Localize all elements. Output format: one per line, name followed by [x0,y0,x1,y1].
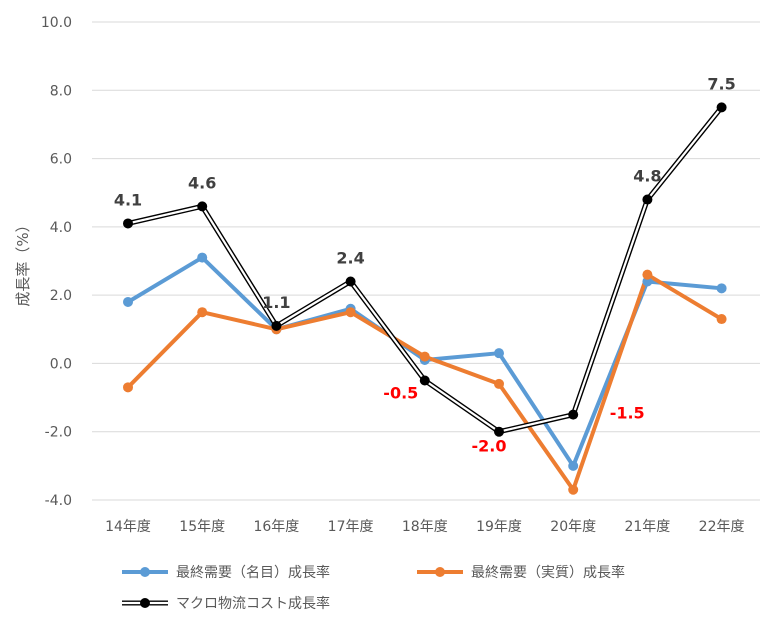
data-label: -1.5 [610,404,645,423]
legend-marker [435,567,445,577]
x-tick-label: 19年度 [476,519,522,535]
legend-marker [140,598,150,608]
data-point [345,307,356,318]
data-point [642,269,653,280]
data-label: 4.6 [188,173,216,192]
legend-marker [140,567,150,577]
y-axis-label: 成長率（%） [14,217,32,306]
x-tick-label: 14年度 [105,519,151,535]
data-label: 2.4 [336,248,364,267]
data-point [197,307,208,318]
data-point [642,194,653,205]
data-labels: 4.1 4.6 1.1 2.4 -0.5 -2.0 -1.5 4.8 7.5 [114,74,736,455]
y-tick-label: 4.0 [50,220,72,236]
y-axis-ticks: 10.0 8.0 6.0 4.0 2.0 0.0 -2.0 -4.0 [41,15,72,509]
data-point [123,296,133,307]
x-tick-label: 16年度 [253,519,299,535]
data-label: -0.5 [383,384,418,403]
data-label: 1.1 [262,293,290,312]
data-label: 4.1 [114,190,142,209]
y-tick-label: 6.0 [50,152,72,168]
data-point [716,314,727,325]
data-point [271,320,282,331]
data-point [197,252,208,263]
series-lines [126,105,724,492]
legend-label: 最終需要（実質）成長率 [471,564,625,581]
data-point [716,283,727,294]
data-point [568,484,579,495]
data-point [494,426,504,437]
x-tick-label: 15年度 [179,519,225,535]
data-point [123,382,133,393]
y-tick-label: 8.0 [50,83,72,99]
x-axis-ticks: 14年度 15年度 16年度 17年度 18年度 19年度 20年度 21年度 22年度 [105,519,744,535]
data-label: 7.5 [707,74,735,93]
x-tick-label: 20年度 [550,519,596,535]
legend-label: マクロ物流コスト成長率 [176,595,330,612]
series-points [123,102,727,495]
x-tick-label: 18年度 [402,519,448,535]
gridlines [92,21,760,501]
x-tick-label: 21年度 [624,519,670,535]
data-point [568,460,579,471]
x-tick-label: 22年度 [699,519,745,535]
y-tick-label: -2.0 [45,425,72,441]
data-label: -2.0 [472,437,507,456]
data-point [494,348,504,359]
data-point [123,218,133,229]
y-tick-label: 2.0 [50,288,72,304]
data-point [716,102,727,113]
y-tick-label: 0.0 [50,356,72,372]
data-point [197,201,208,212]
data-point [419,351,430,362]
legend-label: 最終需要（名目）成長率 [176,564,330,581]
y-tick-label: 10.0 [41,15,72,31]
data-point [568,409,579,420]
data-point [494,378,504,389]
x-tick-label: 17年度 [328,519,374,535]
data-label: 4.8 [633,167,661,186]
y-tick-label: -4.0 [45,493,72,509]
data-point [419,375,430,386]
data-point [345,276,356,287]
